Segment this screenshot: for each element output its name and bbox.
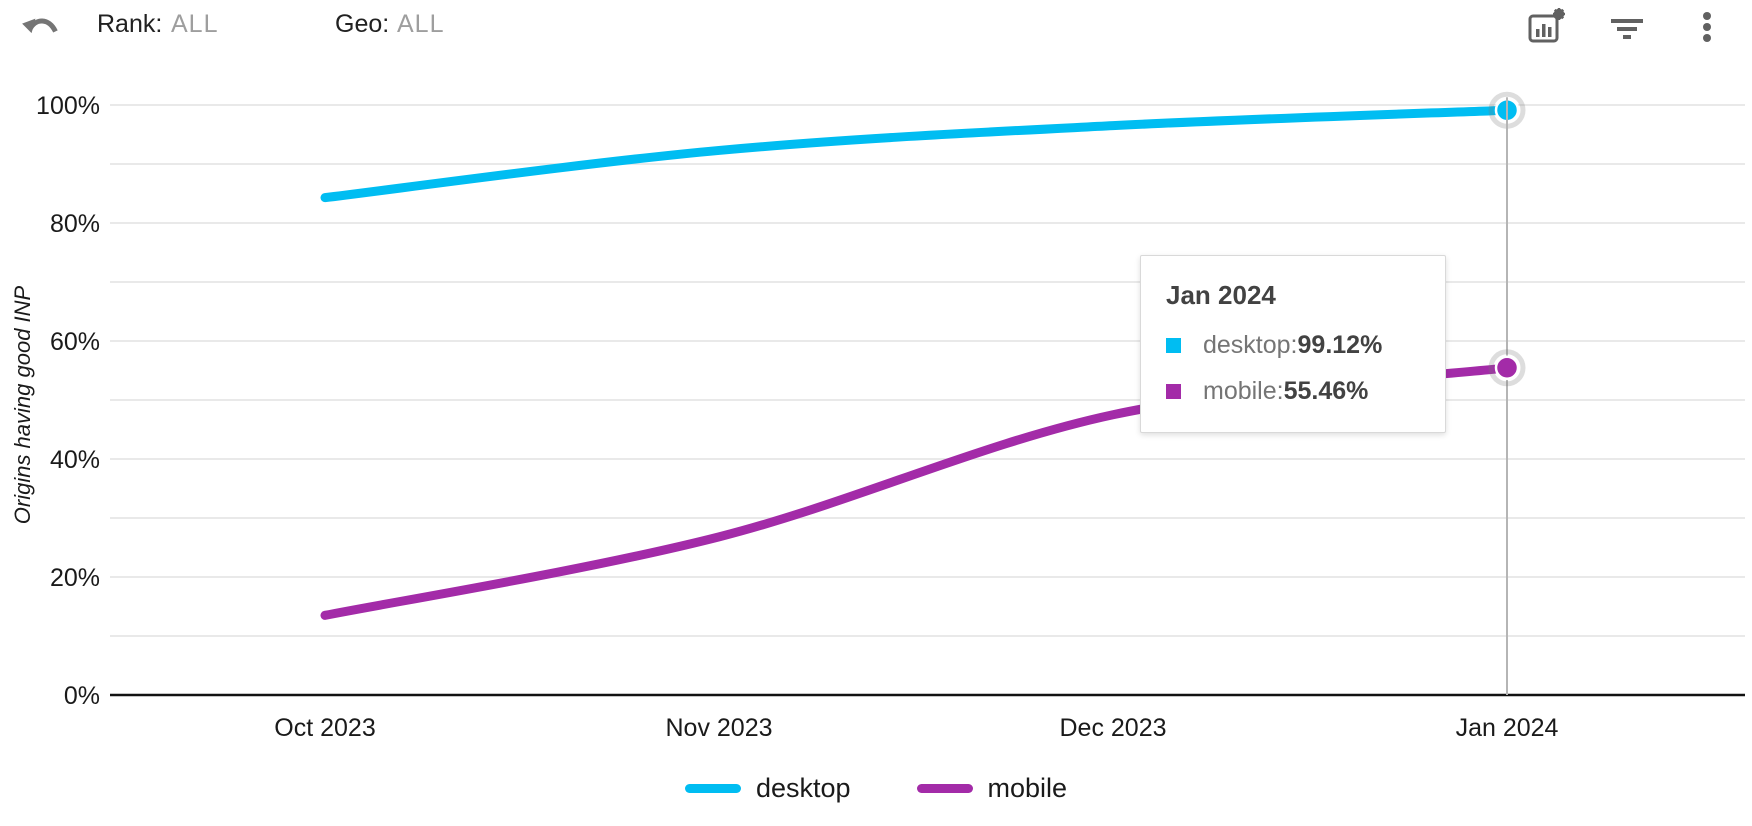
chart-options-button[interactable] [1522, 4, 1568, 50]
toolbar: Rank: ALL Geo: ALL [0, 0, 1752, 56]
y-tick-label: 40% [50, 446, 100, 474]
desktop-legend-swatch [684, 783, 741, 793]
filter-button[interactable] [1604, 4, 1650, 50]
y-tick-label: 0% [64, 682, 100, 710]
legend-item-desktop[interactable]: desktop [684, 772, 851, 804]
more-options-button[interactable] [1684, 4, 1730, 50]
mobile-point[interactable] [1494, 355, 1520, 381]
y-tick-label: 80% [50, 210, 100, 238]
tooltip-row-mobile: mobile: 55.46% [1166, 377, 1421, 406]
mobile-point-halo [1488, 349, 1526, 387]
filter-icon [1611, 19, 1643, 39]
y-tick-label: 60% [50, 328, 100, 356]
legend-item-mobile[interactable]: mobile [916, 772, 1068, 804]
x-tick-label: Oct 2023 [274, 714, 375, 742]
desktop-legend-label: desktop [755, 772, 851, 803]
undo-button[interactable] [18, 4, 64, 50]
kebab-menu-icon [1703, 12, 1711, 42]
x-tick-label: Nov 2023 [665, 714, 772, 742]
chart-legend: desktop mobile [0, 766, 1752, 810]
tooltip-mobile-label: mobile: [1203, 377, 1284, 405]
tooltip-mobile-value: 55.46% [1283, 377, 1369, 405]
tooltip-desktop-value: 99.12% [1297, 331, 1383, 359]
geo-value[interactable]: ALL [397, 10, 445, 38]
tooltip-title: Jan 2024 [1166, 280, 1276, 310]
rank-label: Rank: [97, 10, 163, 38]
geo-label: Geo: [335, 10, 390, 38]
tooltip-row-desktop: desktop: 99.12% [1166, 331, 1421, 360]
undo-icon [22, 18, 58, 34]
desktop-line[interactable] [320, 105, 1512, 203]
x-tick-label: Dec 2023 [1059, 714, 1166, 742]
tooltip-desktop-label: desktop: [1203, 331, 1298, 359]
rank-value[interactable]: ALL [171, 10, 219, 38]
mobile-legend-label: mobile [987, 772, 1068, 803]
chart-tooltip: Jan 2024 desktop: 99.12% mobile: 55.46% [1140, 255, 1446, 433]
chart-settings-icon [1528, 8, 1565, 43]
desktop-series-swatch [1166, 338, 1181, 353]
mobile-series-swatch [1166, 384, 1181, 399]
y-tick-label: 100% [36, 92, 100, 120]
mobile-legend-swatch [916, 783, 973, 793]
x-tick-label: Jan 2024 [1456, 714, 1559, 742]
y-tick-label: 20% [50, 564, 100, 592]
